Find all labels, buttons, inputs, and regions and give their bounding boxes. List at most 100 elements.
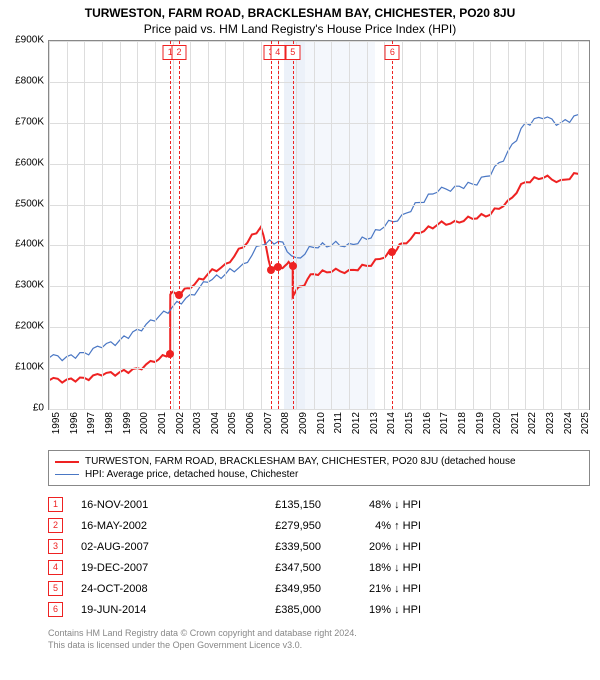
x-tick-label: 2011 [333,412,344,434]
sale-marker-box: 2 [172,45,187,60]
y-tick-label: £400K [15,239,44,250]
sales-row: 5 24-OCT-2008£349,95021% ↓ HPI [48,578,590,599]
sales-date: 16-NOV-2001 [81,499,221,511]
sale-marker-box: 6 [385,45,400,60]
sales-date: 19-JUN-2014 [81,604,221,616]
y-axis-labels: £0£100K£200K£300K£400K£500K£600K£700K£80… [0,40,46,410]
x-tick-label: 1999 [122,412,133,434]
x-tick-label: 1998 [104,412,115,434]
y-tick-label: £700K [15,116,44,127]
sales-row: 3 02-AUG-2007£339,50020% ↓ HPI [48,536,590,557]
legend-row: HPI: Average price, detached house, Chic… [55,468,583,481]
sales-index-box: 3 [48,539,63,554]
sales-row: 4 19-DEC-2007£347,50018% ↓ HPI [48,557,590,578]
x-tick-label: 2022 [527,412,538,434]
sale-marker-line [278,41,279,409]
legend-swatch [55,474,79,475]
sales-index-box: 4 [48,560,63,575]
x-tick-label: 2004 [210,412,221,434]
footer-line-2: This data is licensed under the Open Gov… [48,640,590,652]
sales-table: 1 16-NOV-2001£135,15048% ↓ HPI 2 16-MAY-200… [48,494,590,620]
x-tick-label: 2000 [139,412,150,434]
x-tick-label: 2021 [510,412,521,434]
y-tick-label: £200K [15,321,44,332]
sales-date: 24-OCT-2008 [81,583,221,595]
sales-diff: 20% ↓ HPI [321,541,421,553]
sale-marker-dot [175,291,183,299]
x-tick-label: 2014 [386,412,397,434]
y-tick-label: £500K [15,198,44,209]
sale-marker-dot [289,262,297,270]
x-tick-label: 2013 [369,412,380,434]
sales-price: £135,150 [221,499,321,511]
sales-row: 6 19-JUN-2014£385,00019% ↓ HPI [48,599,590,620]
sale-marker-box: 5 [285,45,300,60]
legend-label: TURWESTON, FARM ROAD, BRACKLESHAM BAY, C… [85,456,516,467]
plot-area: 123456 [48,40,590,410]
x-tick-label: 2020 [492,412,503,434]
x-tick-label: 1997 [86,412,97,434]
sales-price: £347,500 [221,562,321,574]
sales-index-box: 2 [48,518,63,533]
x-tick-label: 2015 [404,412,415,434]
sales-date: 02-AUG-2007 [81,541,221,553]
sales-index-box: 5 [48,581,63,596]
x-tick-label: 2003 [192,412,203,434]
y-tick-label: £0 [33,403,44,414]
sales-diff: 21% ↓ HPI [321,583,421,595]
x-tick-label: 2023 [545,412,556,434]
sale-marker-line [392,41,393,409]
sales-row: 216-MAY-2002£279,9504% ↑ HPI [48,515,590,536]
x-tick-label: 2012 [351,412,362,434]
sales-price: £385,000 [221,604,321,616]
sale-marker-line [271,41,272,409]
sales-date: 16-MAY-2002 [81,520,221,532]
x-axis-labels: 1995 1996 1997 1998 1999 2000 2001 2002 2003 2004… [48,410,590,444]
sales-diff: 19% ↓ HPI [321,604,421,616]
sale-marker-line [293,41,294,409]
sales-diff: 18% ↓ HPI [321,562,421,574]
legend-row: TURWESTON, FARM ROAD, BRACKLESHAM BAY, C… [55,455,583,468]
footer-attribution: Contains HM Land Registry data © Crown c… [48,628,590,659]
sales-diff: 48% ↓ HPI [321,499,421,511]
x-tick-label: 2005 [227,412,238,434]
sales-index-box: 6 [48,602,63,617]
x-tick-label: 2019 [475,412,486,434]
sale-marker-dot [166,350,174,358]
x-tick-label: 2001 [157,412,168,434]
x-tick-label: 2018 [457,412,468,434]
y-tick-label: £300K [15,280,44,291]
chart-title-subtitle: Price paid vs. HM Land Registry's House … [0,20,600,40]
footer-line-1: Contains HM Land Registry data © Crown c… [48,628,590,640]
sales-date: 19-DEC-2007 [81,562,221,574]
legend-swatch [55,461,79,463]
sale-marker-box: 4 [270,45,285,60]
sales-index-box: 1 [48,497,63,512]
x-tick-label: 1995 [51,412,62,434]
y-tick-label: £100K [15,362,44,373]
sale-marker-dot [388,248,396,256]
legend-box: TURWESTON, FARM ROAD, BRACKLESHAM BAY, C… [48,450,590,486]
sales-price: £349,950 [221,583,321,595]
x-tick-label: 2017 [439,412,450,434]
x-tick-label: 2010 [316,412,327,434]
sales-diff: 4% ↑ HPI [321,520,421,532]
sales-row: 1 16-NOV-2001£135,15048% ↓ HPI [48,494,590,515]
sale-marker-dot [274,263,282,271]
x-tick-label: 2025 [580,412,591,434]
x-tick-label: 2016 [422,412,433,434]
y-tick-label: £600K [15,157,44,168]
x-tick-label: 2002 [175,412,186,434]
x-tick-label: 2006 [245,412,256,434]
sales-price: £339,500 [221,541,321,553]
x-tick-label: 2007 [263,412,274,434]
chart-title-address: TURWESTON, FARM ROAD, BRACKLESHAM BAY, C… [0,0,600,20]
x-tick-label: 2008 [280,412,291,434]
sale-marker-line [179,41,180,409]
x-tick-label: 2009 [298,412,309,434]
legend-label: HPI: Average price, detached house, Chic… [85,469,298,480]
y-tick-label: £800K [15,75,44,86]
x-tick-label: 2024 [563,412,574,434]
chart-container: TURWESTON, FARM ROAD, BRACKLESHAM BAY, C… [0,0,600,659]
x-tick-label: 1996 [69,412,80,434]
